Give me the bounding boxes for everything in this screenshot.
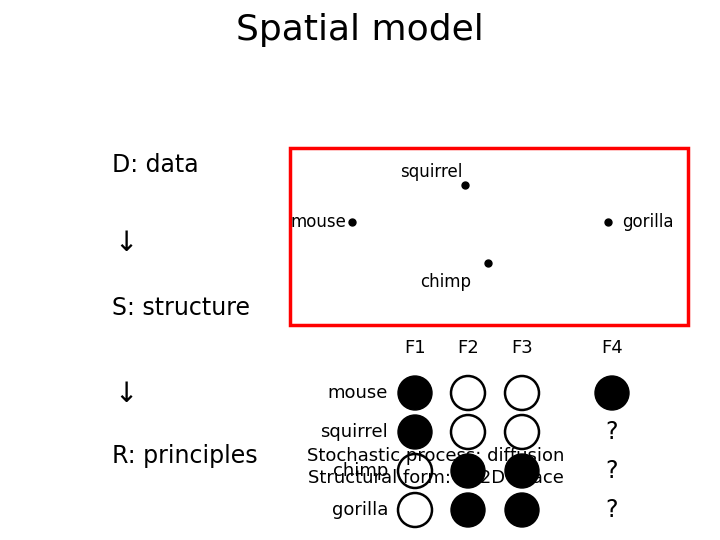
Text: chimp: chimp	[420, 273, 471, 291]
Text: ?: ?	[606, 420, 618, 444]
Ellipse shape	[398, 376, 432, 410]
Text: gorilla: gorilla	[622, 213, 673, 231]
Text: Structural form:     2D space: Structural form: 2D space	[307, 469, 564, 487]
Ellipse shape	[505, 493, 539, 527]
Text: D: data: D: data	[112, 153, 198, 177]
Bar	[290, 148, 688, 325]
Ellipse shape	[398, 415, 432, 449]
Text: F1: F1	[404, 339, 426, 357]
Text: squirrel: squirrel	[400, 163, 462, 181]
Text: S: structure: S: structure	[112, 296, 250, 320]
Ellipse shape	[595, 376, 629, 410]
Ellipse shape	[451, 454, 485, 488]
Text: gorilla: gorilla	[332, 501, 388, 519]
Text: ?: ?	[606, 498, 618, 522]
Text: ↓: ↓	[114, 380, 138, 408]
Ellipse shape	[451, 493, 485, 527]
Text: Stochastic process: diffusion: Stochastic process: diffusion	[307, 447, 564, 465]
Text: Spatial model: Spatial model	[236, 13, 484, 46]
Text: mouse: mouse	[290, 213, 346, 231]
Text: ?: ?	[606, 459, 618, 483]
Text: F2: F2	[457, 339, 479, 357]
Text: mouse: mouse	[328, 384, 388, 402]
Ellipse shape	[505, 454, 539, 488]
Text: ↓: ↓	[114, 229, 138, 257]
Text: F3: F3	[511, 339, 533, 357]
Text: squirrel: squirrel	[320, 423, 388, 441]
Text: F4: F4	[601, 339, 623, 357]
Text: chimp: chimp	[333, 462, 388, 480]
Text: R: principles: R: principles	[112, 444, 257, 468]
